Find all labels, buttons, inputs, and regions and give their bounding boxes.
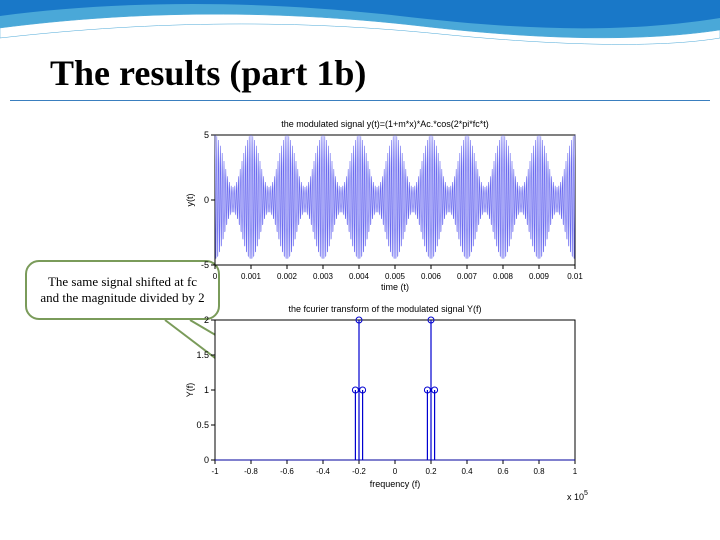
svg-text:0.4: 0.4 — [461, 467, 473, 476]
svg-text:-0.6: -0.6 — [280, 467, 294, 476]
svg-text:1.5: 1.5 — [196, 350, 209, 360]
svg-text:5: 5 — [204, 130, 209, 140]
svg-text:-1: -1 — [211, 467, 219, 476]
svg-text:0.008: 0.008 — [493, 272, 514, 281]
svg-text:-0.4: -0.4 — [316, 467, 330, 476]
top-chart-ylabel: y(t) — [185, 194, 195, 207]
svg-text:1: 1 — [204, 385, 209, 395]
svg-text:0.8: 0.8 — [533, 467, 545, 476]
top-chart-xlabel: time (t) — [381, 282, 409, 292]
bottom-chart-xlabel: frequency (f) — [370, 479, 421, 489]
svg-text:0: 0 — [204, 455, 209, 465]
bottom-chart-title: the fcurier transform of the modulated s… — [289, 304, 482, 314]
wave-decoration — [0, 0, 720, 60]
bottom-chart: the fcurier transform of the modulated s… — [185, 304, 588, 502]
top-chart: the modulated signal y(t)=(1+m*x)*Ac.*co… — [185, 119, 583, 292]
exponent-label: x 105 — [567, 490, 588, 502]
svg-text:2: 2 — [204, 315, 209, 325]
svg-text:0.009: 0.009 — [529, 272, 550, 281]
svg-text:0: 0 — [204, 195, 209, 205]
svg-text:0.005: 0.005 — [385, 272, 406, 281]
svg-text:0.001: 0.001 — [241, 272, 262, 281]
svg-text:-5: -5 — [201, 260, 209, 270]
svg-text:0.5: 0.5 — [196, 420, 209, 430]
svg-text:0.006: 0.006 — [421, 272, 442, 281]
svg-text:0.6: 0.6 — [497, 467, 509, 476]
slide-title: The results (part 1b) — [50, 52, 366, 94]
svg-text:0.01: 0.01 — [567, 272, 583, 281]
svg-text:0.003: 0.003 — [313, 272, 334, 281]
svg-text:0.2: 0.2 — [425, 467, 437, 476]
svg-text:0.004: 0.004 — [349, 272, 370, 281]
svg-text:0.002: 0.002 — [277, 272, 298, 281]
bottom-chart-ylabel: Y(f) — [185, 383, 195, 398]
charts-svg: the modulated signal y(t)=(1+m*x)*Ac.*co… — [175, 115, 595, 510]
svg-text:1: 1 — [573, 467, 578, 476]
top-chart-title: the modulated signal y(t)=(1+m*x)*Ac.*co… — [281, 119, 489, 129]
svg-text:0: 0 — [213, 272, 218, 281]
svg-text:0.007: 0.007 — [457, 272, 478, 281]
svg-text:-0.8: -0.8 — [244, 467, 258, 476]
svg-text:0: 0 — [393, 467, 398, 476]
svg-text:-0.2: -0.2 — [352, 467, 366, 476]
slide-container: { "title": "The results (part 1b)", "cal… — [0, 0, 720, 540]
title-underline — [10, 100, 710, 101]
